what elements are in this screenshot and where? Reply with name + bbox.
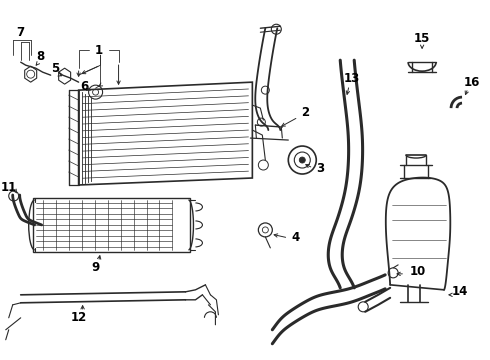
Text: 2: 2 <box>301 105 309 118</box>
Text: 16: 16 <box>464 76 480 89</box>
Text: 5: 5 <box>51 62 60 75</box>
Text: 6: 6 <box>80 80 89 93</box>
Text: 8: 8 <box>37 50 45 63</box>
Text: 7: 7 <box>17 26 25 39</box>
Text: 13: 13 <box>344 72 360 85</box>
Text: 3: 3 <box>316 162 324 175</box>
Text: 9: 9 <box>92 261 100 274</box>
Text: 4: 4 <box>291 231 299 244</box>
Circle shape <box>299 157 305 163</box>
Text: 11: 11 <box>0 181 17 194</box>
Text: 10: 10 <box>410 265 426 278</box>
Text: 12: 12 <box>71 311 87 324</box>
Text: 1: 1 <box>95 44 102 57</box>
Text: 14: 14 <box>452 285 468 298</box>
Text: 15: 15 <box>414 32 430 45</box>
